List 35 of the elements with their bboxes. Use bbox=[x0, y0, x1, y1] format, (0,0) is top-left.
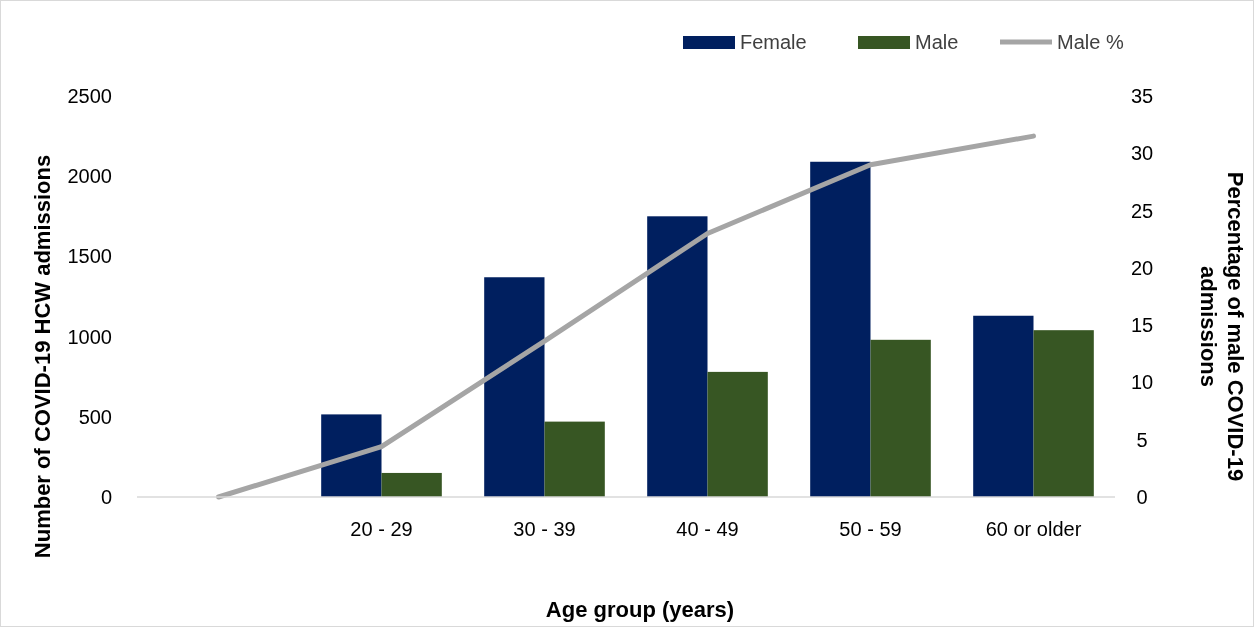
y2-tick-label: 30 bbox=[1130, 142, 1154, 165]
bar bbox=[973, 315, 1034, 497]
y2-tick-label: 35 bbox=[1130, 85, 1154, 107]
bar bbox=[321, 414, 382, 497]
x-tick-label: 60 or older bbox=[985, 518, 1082, 540]
y-tick-label: 0 bbox=[100, 486, 112, 508]
x-tick-label: 50 - 59 bbox=[839, 518, 902, 540]
legend-label: Male % bbox=[1057, 31, 1124, 53]
y2-tick-label: 0 bbox=[1136, 486, 1148, 508]
x-tick-label: 40 - 49 bbox=[676, 518, 739, 540]
y2-tick-label: 10 bbox=[1130, 371, 1154, 394]
y-tick-label: 2500 bbox=[67, 85, 112, 107]
y-tick-label: 2000 bbox=[67, 165, 112, 188]
x-tick-label: 20 - 29 bbox=[350, 518, 413, 540]
x-axis-title: Age group (years) bbox=[545, 597, 735, 622]
bar bbox=[381, 472, 442, 497]
y2-tick-label: 20 bbox=[1130, 256, 1154, 279]
y-tick-label: 500 bbox=[78, 405, 112, 428]
y2-tick-label: 15 bbox=[1130, 314, 1154, 337]
legend-label: Female bbox=[740, 31, 807, 53]
y2-tick-label: 25 bbox=[1130, 199, 1154, 222]
bar bbox=[1033, 330, 1094, 497]
bar bbox=[707, 371, 768, 497]
y-axis-title: Number of COVID-19 HCW admissions bbox=[30, 154, 55, 559]
bar bbox=[544, 421, 605, 497]
y2-axis-title: Percentage of male COVID-19 admissions bbox=[1196, 171, 1248, 482]
bar bbox=[870, 339, 931, 497]
bar bbox=[647, 216, 708, 497]
bar bbox=[484, 277, 545, 497]
x-tick-label: 30 - 39 bbox=[513, 518, 576, 540]
y-tick-label: 1000 bbox=[67, 325, 112, 348]
y2-tick-label: 5 bbox=[1136, 428, 1148, 451]
y-tick-label: 1500 bbox=[67, 245, 112, 268]
bar bbox=[810, 161, 871, 497]
legend-label: Male bbox=[915, 31, 959, 53]
